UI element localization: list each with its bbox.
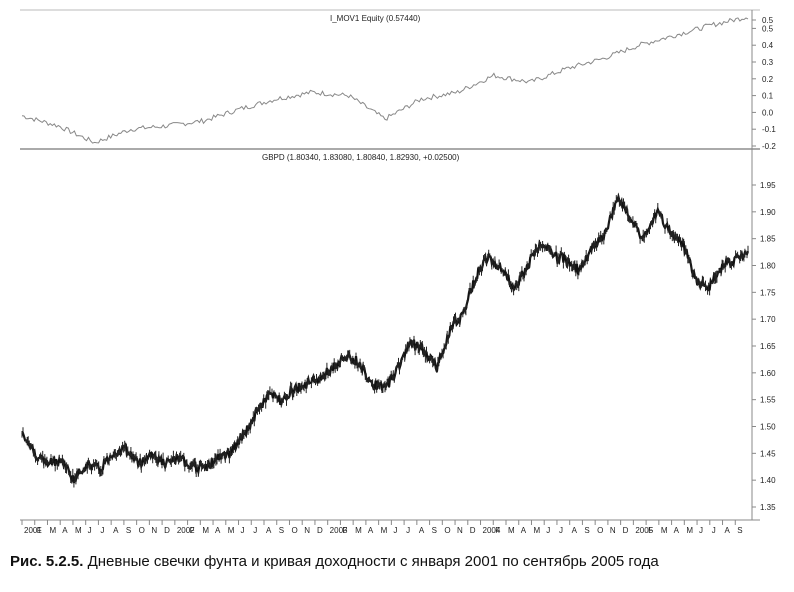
equity-y-tick-label: -0.2 <box>762 142 776 151</box>
x-tick-label: N <box>457 526 463 535</box>
x-tick-label: N <box>610 526 616 535</box>
x-tick-label: 2005 <box>635 526 653 535</box>
price-y-tick-label: 1.80 <box>760 262 776 271</box>
price-y-tick-label: 1.55 <box>760 396 776 405</box>
price-y-tick-label: 1.40 <box>760 476 776 485</box>
x-tick-label: O <box>444 526 450 535</box>
price-y-tick-label: 1.65 <box>760 342 776 351</box>
price-y-axis: 1.95 1.90 1.85 1.80 1.75 1.70 1.65 1.60 1.55 1.50… <box>752 181 776 512</box>
x-tick-label: A <box>674 526 680 535</box>
equity-y-tick-label: 0.0 <box>762 108 774 117</box>
x-tick-label: J <box>100 526 104 535</box>
equity-y-tick-label: 0.1 <box>762 92 774 101</box>
equity-y-tick-label: 0.5 <box>762 16 774 25</box>
x-tick-label: O <box>139 526 145 535</box>
price-y-tick-label: 1.90 <box>760 208 776 217</box>
price-y-tick-label: 1.85 <box>760 235 776 244</box>
equity-title: I_MOV1 Equity (0.57440) <box>330 14 421 23</box>
x-tick-label: F <box>342 526 347 535</box>
x-tick-label: M <box>49 526 56 535</box>
x-tick-label: J <box>253 526 257 535</box>
x-tick-label: A <box>368 526 374 535</box>
price-y-tick-label: 1.70 <box>760 315 776 324</box>
price-y-tick-label: 1.45 <box>760 449 776 458</box>
x-tick-label: 2001 <box>24 526 42 535</box>
x-tick-label: 2002 <box>177 526 195 535</box>
x-tick-label: J <box>712 526 716 535</box>
gbpd-series-line <box>21 192 750 484</box>
equity-y-tick-label: 0.3 <box>762 58 774 67</box>
x-tick-label: J <box>241 526 245 535</box>
x-tick-label: J <box>699 526 703 535</box>
figure-caption-text: Дневные свечки фунта и кривая доходности… <box>83 553 659 570</box>
x-tick-label: M <box>661 526 668 535</box>
x-tick-label: J <box>546 526 550 535</box>
x-tick-label: S <box>584 526 589 535</box>
figure-number: Рис. 5.2.5. <box>10 553 84 570</box>
x-tick-label: S <box>432 526 437 535</box>
x-tick-label: F <box>648 526 653 535</box>
x-tick-label: J <box>88 526 92 535</box>
equity-y-tick-label: 0.2 <box>762 75 774 84</box>
x-tick-label: N <box>151 526 157 535</box>
price-y-tick-label: 1.95 <box>760 181 776 190</box>
x-tick-label: A <box>419 526 425 535</box>
figure-caption: Рис. 5.2.5. Дневные свечки фунта и крива… <box>10 553 659 570</box>
x-tick-label: D <box>317 526 323 535</box>
x-tick-label: M <box>202 526 209 535</box>
x-tick-label: O <box>597 526 603 535</box>
x-tick-label: 2004 <box>483 526 501 535</box>
x-tick-label: J <box>406 526 410 535</box>
x-tick-label: F <box>37 526 42 535</box>
x-tick-label: 2003 <box>330 526 348 535</box>
x-tick-label: M <box>355 526 362 535</box>
x-tick-label: J <box>393 526 397 535</box>
x-tick-label: A <box>521 526 527 535</box>
x-tick-label: A <box>62 526 68 535</box>
gbpd-candle-wicks <box>21 193 749 488</box>
x-tick-label: M <box>75 526 82 535</box>
x-tick-label: D <box>470 526 476 535</box>
equity-series-line <box>21 17 749 144</box>
x-tick-label: A <box>113 526 119 535</box>
x-tick-label: A <box>572 526 578 535</box>
x-tick-label: S <box>737 526 742 535</box>
x-tick-label: M <box>228 526 235 535</box>
price-title: GBPD (1.80340, 1.83080, 1.80840, 1.82930… <box>262 153 460 162</box>
x-tick-label: F <box>190 526 195 535</box>
x-tick-label: N <box>304 526 310 535</box>
x-tick-label: S <box>126 526 131 535</box>
equity-y-axis: 0.50.5 0.4 0.3 0.2 0.1 0.0 -0.1 -0.2 <box>752 16 776 151</box>
x-tick-label: M <box>508 526 515 535</box>
x-tick-label: M <box>533 526 540 535</box>
x-tick-label: D <box>623 526 629 535</box>
x-tick-label: J <box>559 526 563 535</box>
x-tick-label: A <box>725 526 731 535</box>
equity-y-tick-label: 0.5 <box>762 24 774 33</box>
x-tick-label: O <box>291 526 297 535</box>
x-tick-label: M <box>686 526 693 535</box>
chart-area: I_MOV1 Equity (0.57440) GBPD (1.80340, 1… <box>20 9 776 535</box>
price-y-tick-label: 1.60 <box>760 369 776 378</box>
x-tick-label: M <box>381 526 388 535</box>
price-y-tick-label: 1.75 <box>760 288 776 297</box>
x-tick-label: F <box>495 526 500 535</box>
price-y-tick-label: 1.50 <box>760 423 776 432</box>
equity-y-tick-label: 0.4 <box>762 41 774 50</box>
equity-y-tick-label: -0.1 <box>762 125 776 134</box>
x-tick-label: S <box>279 526 284 535</box>
x-tick-label: D <box>164 526 170 535</box>
x-tick-label: A <box>266 526 272 535</box>
x-tick-label: A <box>215 526 221 535</box>
price-y-tick-label: 1.35 <box>760 503 776 512</box>
